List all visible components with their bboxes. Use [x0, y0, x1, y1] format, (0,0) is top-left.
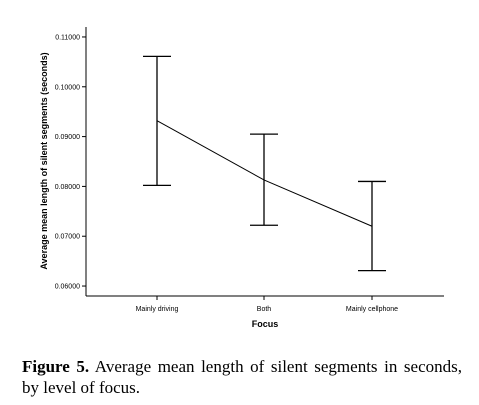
x-tick-label: Mainly cellphone	[346, 306, 398, 313]
line-chart: 0.06000 0.07000 0.08000 0.09000 0.10000 0.110…	[39, 27, 444, 329]
x-tick-label: Both	[257, 306, 272, 313]
x-ticks: Mainly driving Both Mainly cellphone	[136, 296, 398, 313]
y-tick-label: 0.09000	[55, 134, 80, 141]
x-axis-title: Focus	[252, 319, 279, 329]
y-axis-title: Average mean length of silent segments (…	[39, 52, 49, 269]
y-tick-label: 0.10000	[55, 84, 80, 91]
figure-label: Figure 5.	[22, 357, 90, 376]
figure-caption: Figure 5. Average mean length of silent …	[22, 356, 462, 398]
y-tick-label: 0.08000	[55, 184, 80, 191]
y-ticks: 0.06000 0.07000 0.08000 0.09000 0.10000 0.110…	[55, 34, 86, 291]
figure-caption-text: Average mean length of silent segments i…	[22, 357, 462, 397]
y-tick-label: 0.07000	[55, 234, 80, 241]
chart-axes	[85, 27, 444, 297]
y-tick-label: 0.11000	[55, 34, 80, 41]
y-tick-label: 0.06000	[55, 284, 80, 291]
x-tick-label: Mainly driving	[136, 306, 179, 313]
error-bars-group	[143, 55, 386, 272]
